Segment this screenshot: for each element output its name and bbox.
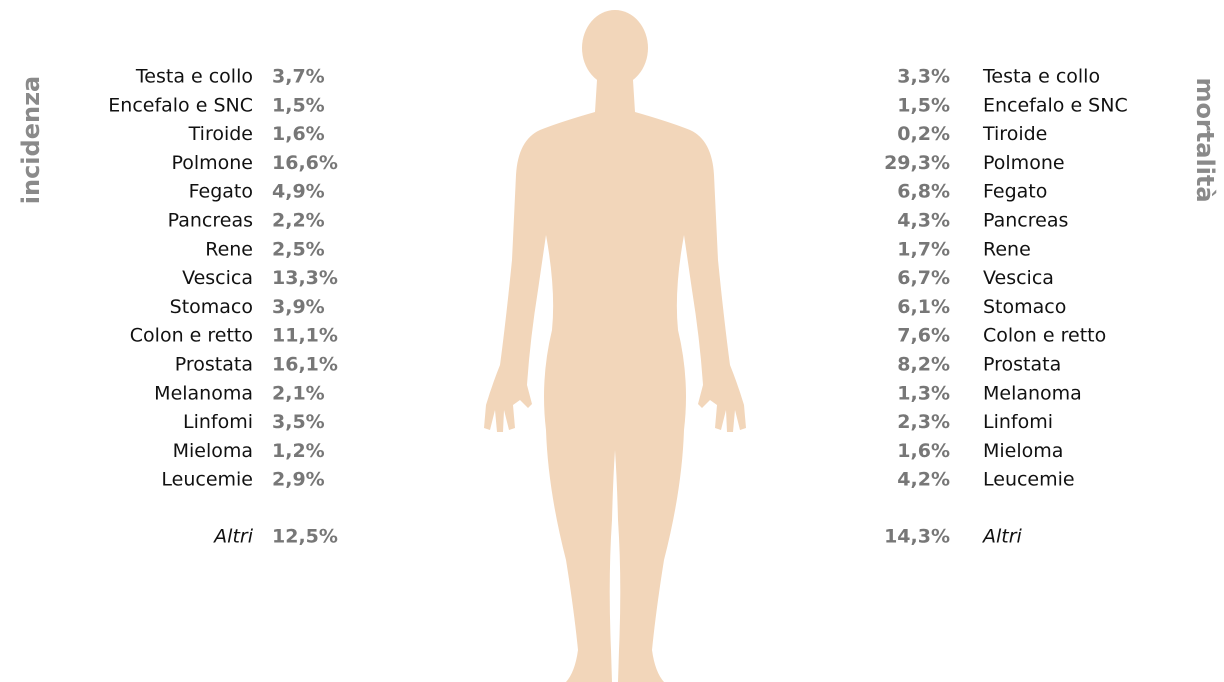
- page: incidenza mortalità Testa e collo 3,7% Enc…: [0, 0, 1224, 682]
- row-value: 3,9%: [272, 296, 325, 318]
- row-label: Prostata: [175, 354, 253, 376]
- row-value: 1,3%: [897, 382, 950, 404]
- row-label: Mieloma: [983, 440, 1063, 462]
- row-value: 3,3%: [897, 66, 950, 88]
- row-label: Testa e collo: [135, 66, 253, 88]
- row-label: Melanoma: [154, 382, 253, 404]
- row-label: Fegato: [189, 181, 253, 203]
- body-silhouette: [484, 10, 746, 682]
- other-label: Altri: [981, 526, 1023, 548]
- other-value: 14,3%: [884, 526, 950, 548]
- row-label: Fegato: [983, 181, 1047, 203]
- row-value: 3,7%: [272, 66, 325, 88]
- row-value: 2,3%: [897, 411, 950, 433]
- row-label: Pancreas: [983, 210, 1068, 232]
- row-value: 1,6%: [897, 440, 950, 462]
- row-value: 29,3%: [884, 152, 950, 174]
- row-label: Encefalo e SNC: [108, 94, 253, 116]
- row-label: Linfomi: [983, 411, 1053, 433]
- row-value: 4,2%: [897, 469, 950, 491]
- row-label: Rene: [983, 238, 1031, 260]
- other-label: Altri: [212, 526, 254, 548]
- row-label: Colon e retto: [983, 325, 1106, 347]
- row-label: Mieloma: [173, 440, 253, 462]
- row-value: 7,6%: [897, 325, 950, 347]
- row-value: 1,2%: [272, 440, 325, 462]
- infographic: incidenza mortalità Testa e collo 3,7% Enc…: [0, 0, 1224, 682]
- row-value: 0,2%: [897, 123, 950, 145]
- row-value: 1,7%: [897, 238, 950, 260]
- row-label: Vescica: [182, 267, 253, 289]
- other-value: 12,5%: [272, 526, 338, 548]
- row-value: 1,6%: [272, 123, 325, 145]
- row-value: 2,2%: [272, 210, 325, 232]
- row-value: 6,1%: [897, 296, 950, 318]
- row-label: Leucemie: [983, 469, 1075, 491]
- row-value: 3,5%: [272, 411, 325, 433]
- row-value: 4,9%: [272, 181, 325, 203]
- row-value: 1,5%: [897, 94, 950, 116]
- mortality-title: mortalità: [1191, 77, 1219, 202]
- row-value: 11,1%: [272, 325, 338, 347]
- row-value: 6,8%: [897, 181, 950, 203]
- row-value: 2,9%: [272, 469, 325, 491]
- row-label: Prostata: [983, 354, 1061, 376]
- row-label: Stomaco: [170, 296, 253, 318]
- row-label: Melanoma: [983, 382, 1082, 404]
- row-label: Rene: [205, 238, 253, 260]
- row-label: Testa e collo: [982, 66, 1100, 88]
- row-value: 8,2%: [897, 354, 950, 376]
- row-label: Polmone: [983, 152, 1065, 174]
- row-value: 16,1%: [272, 354, 338, 376]
- row-label: Vescica: [983, 267, 1054, 289]
- row-label: Pancreas: [168, 210, 253, 232]
- row-value: 16,6%: [272, 152, 338, 174]
- row-label: Tiroide: [188, 123, 253, 145]
- row-label: Tiroide: [982, 123, 1047, 145]
- row-value: 13,3%: [272, 267, 338, 289]
- row-value: 2,5%: [272, 238, 325, 260]
- row-label: Colon e retto: [130, 325, 253, 347]
- incidence-title: incidenza: [17, 76, 45, 204]
- row-value: 6,7%: [897, 267, 950, 289]
- row-label: Stomaco: [983, 296, 1066, 318]
- row-value: 1,5%: [272, 94, 325, 116]
- row-value: 4,3%: [897, 210, 950, 232]
- row-value: 2,1%: [272, 382, 325, 404]
- row-label: Encefalo e SNC: [983, 94, 1128, 116]
- row-label: Linfomi: [183, 411, 253, 433]
- row-label: Leucemie: [161, 469, 253, 491]
- row-label: Polmone: [171, 152, 253, 174]
